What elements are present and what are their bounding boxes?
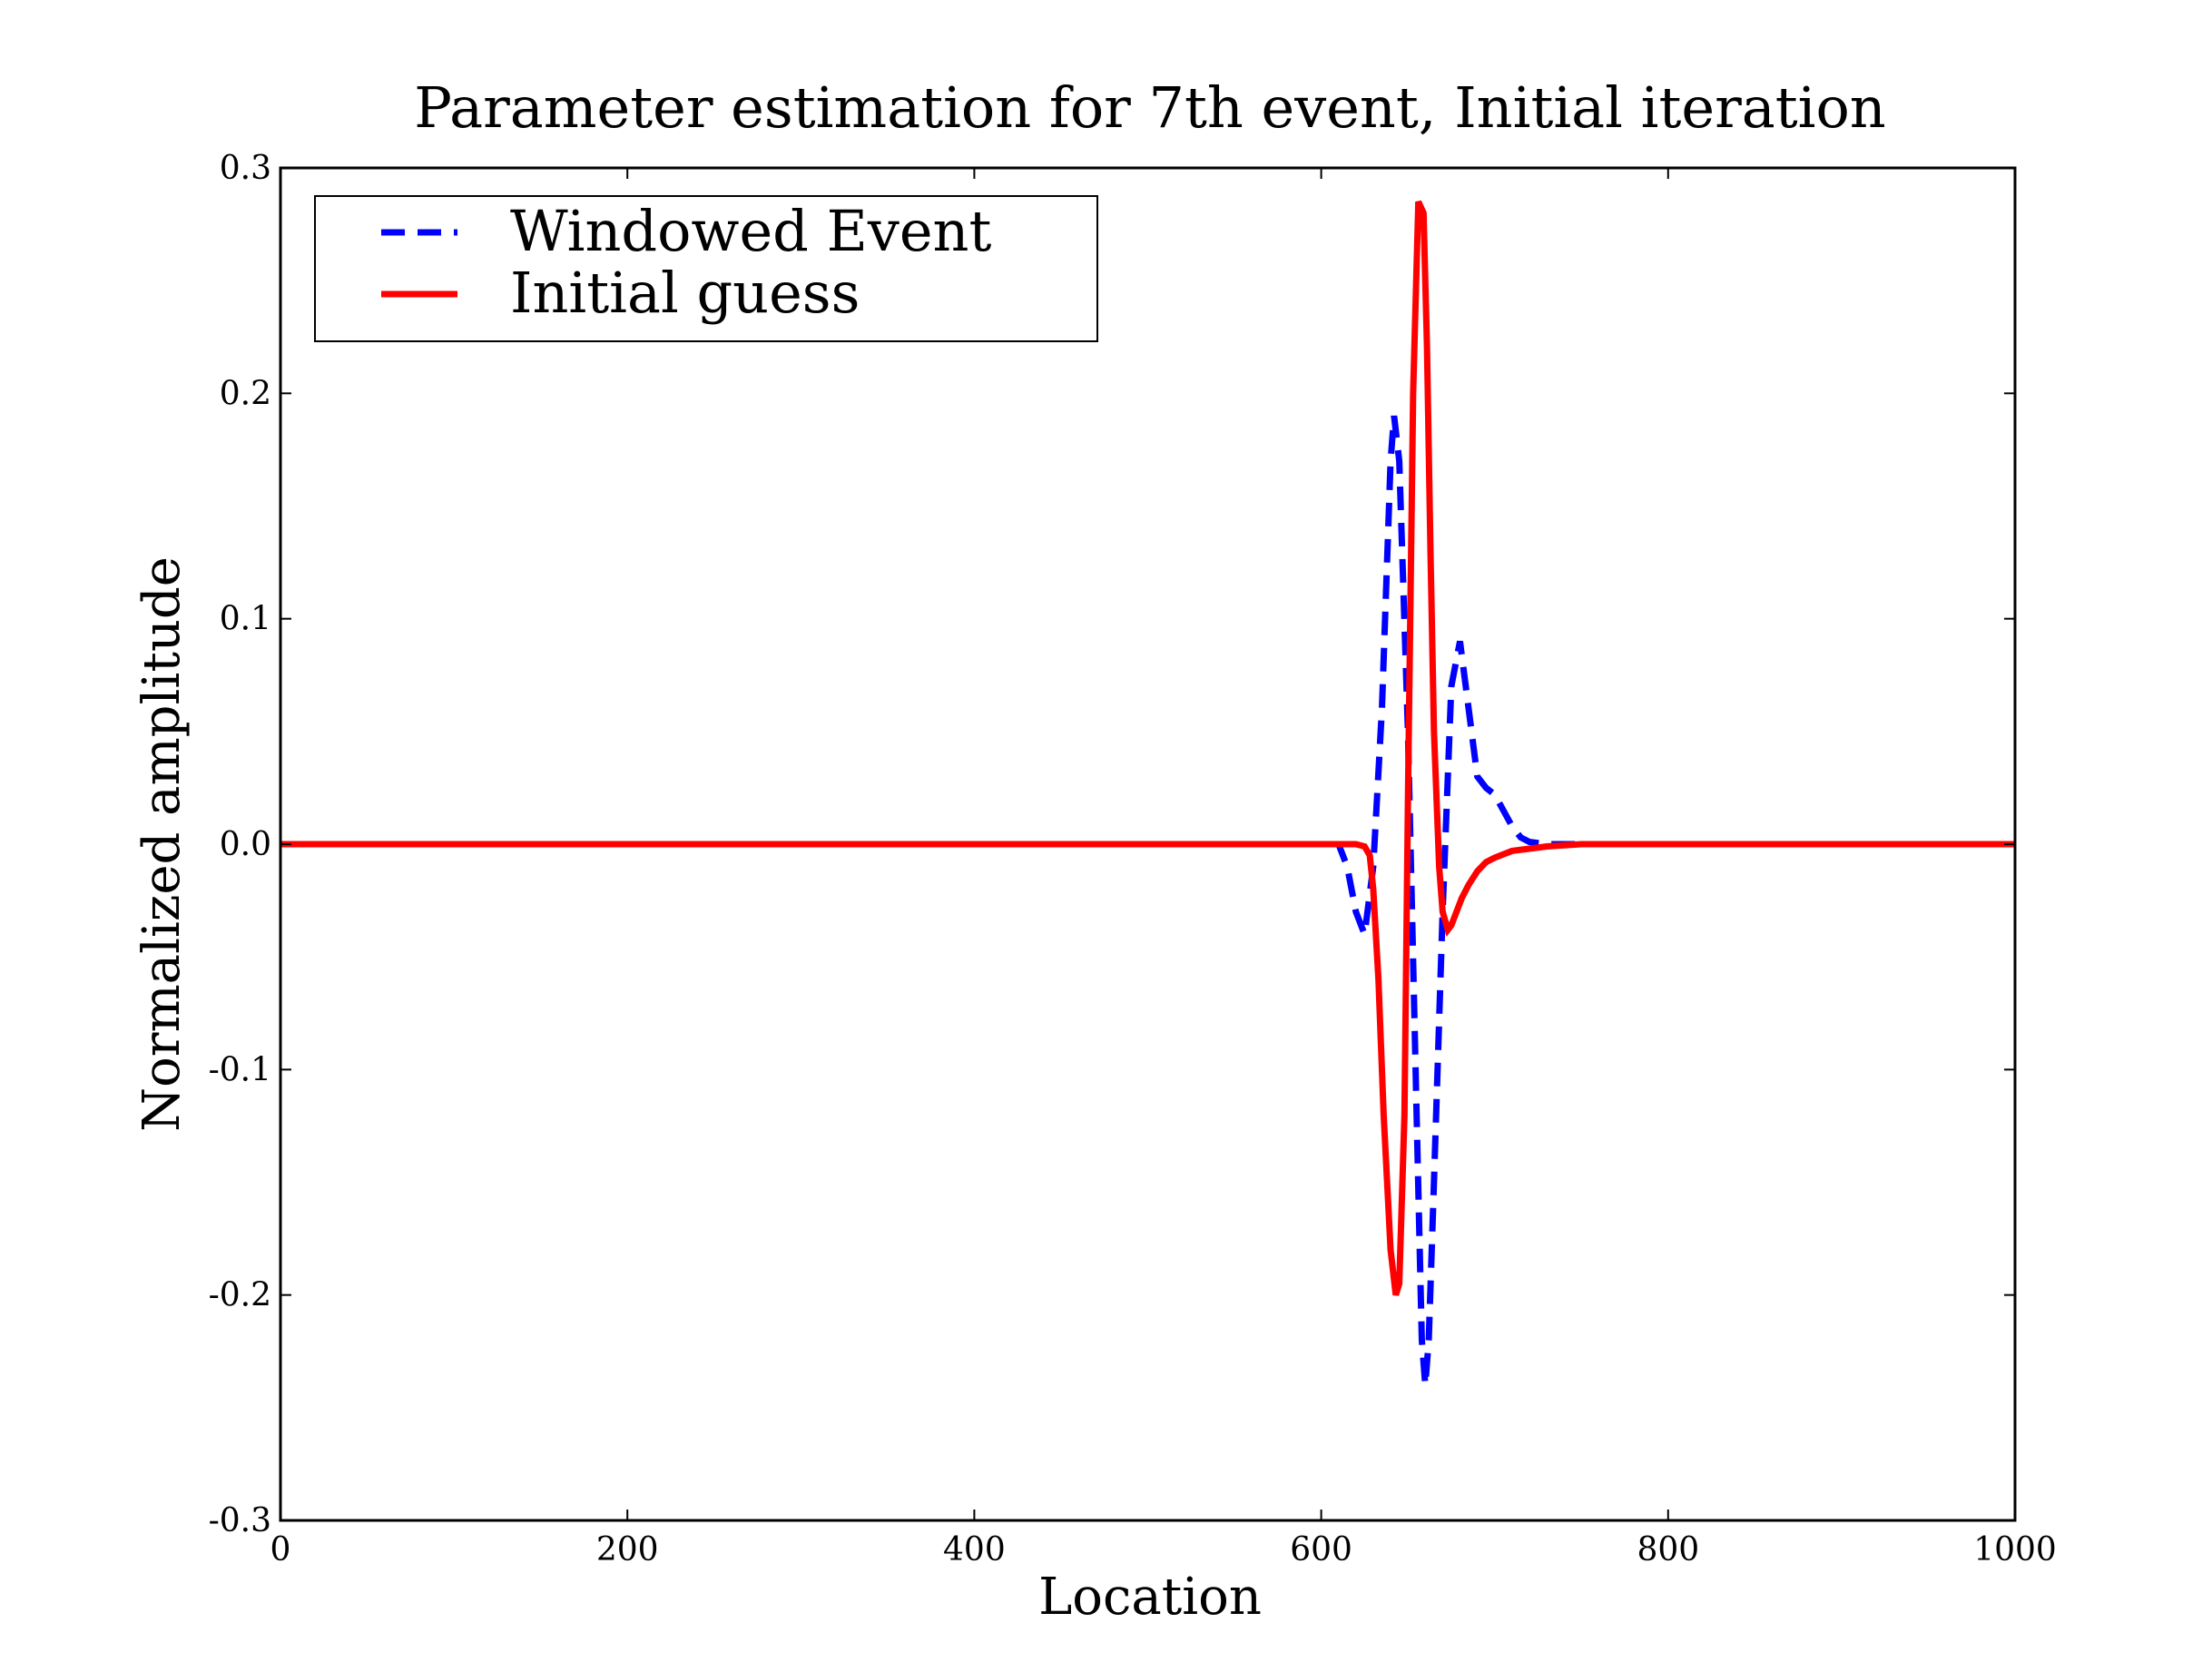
y-tick-label: 0.1: [220, 601, 271, 638]
series-line-2: [280, 200, 2015, 1296]
axis-ticks: 0 200 400 600 800 1000 0.3 0.2 0.1 0.0 -0.1 -0.2 -0.…: [209, 150, 2057, 1569]
x-tick-label: 400: [943, 1531, 1006, 1569]
y-tick-label: 0.2: [220, 375, 271, 412]
y-tick-label: -0.2: [209, 1277, 271, 1314]
y-tick-label: 0.0: [220, 826, 271, 863]
legend-frame: [314, 195, 1098, 342]
legend-label-1: Windowed Event: [510, 198, 991, 264]
legend-label-2: Initial guess: [510, 260, 860, 326]
x-tick-label: 0: [270, 1531, 291, 1569]
series-line-1: [280, 415, 2015, 1386]
x-tick-label: 200: [596, 1531, 659, 1569]
y-tick-label: 0.3: [220, 150, 271, 187]
x-tick-label: 800: [1637, 1531, 1699, 1569]
x-axis-label: Location: [1038, 1568, 1262, 1627]
y-tick-label: -0.1: [209, 1051, 271, 1088]
y-axis-label: Normalized amplitude: [133, 556, 192, 1132]
plot-area: [280, 200, 2015, 1386]
y-tick-label: -0.3: [209, 1502, 271, 1539]
x-tick-label: 1000: [1973, 1531, 2057, 1569]
chart-title: Parameter estimation for 7th event, Init…: [414, 74, 1885, 141]
x-tick-label: 600: [1290, 1531, 1352, 1569]
